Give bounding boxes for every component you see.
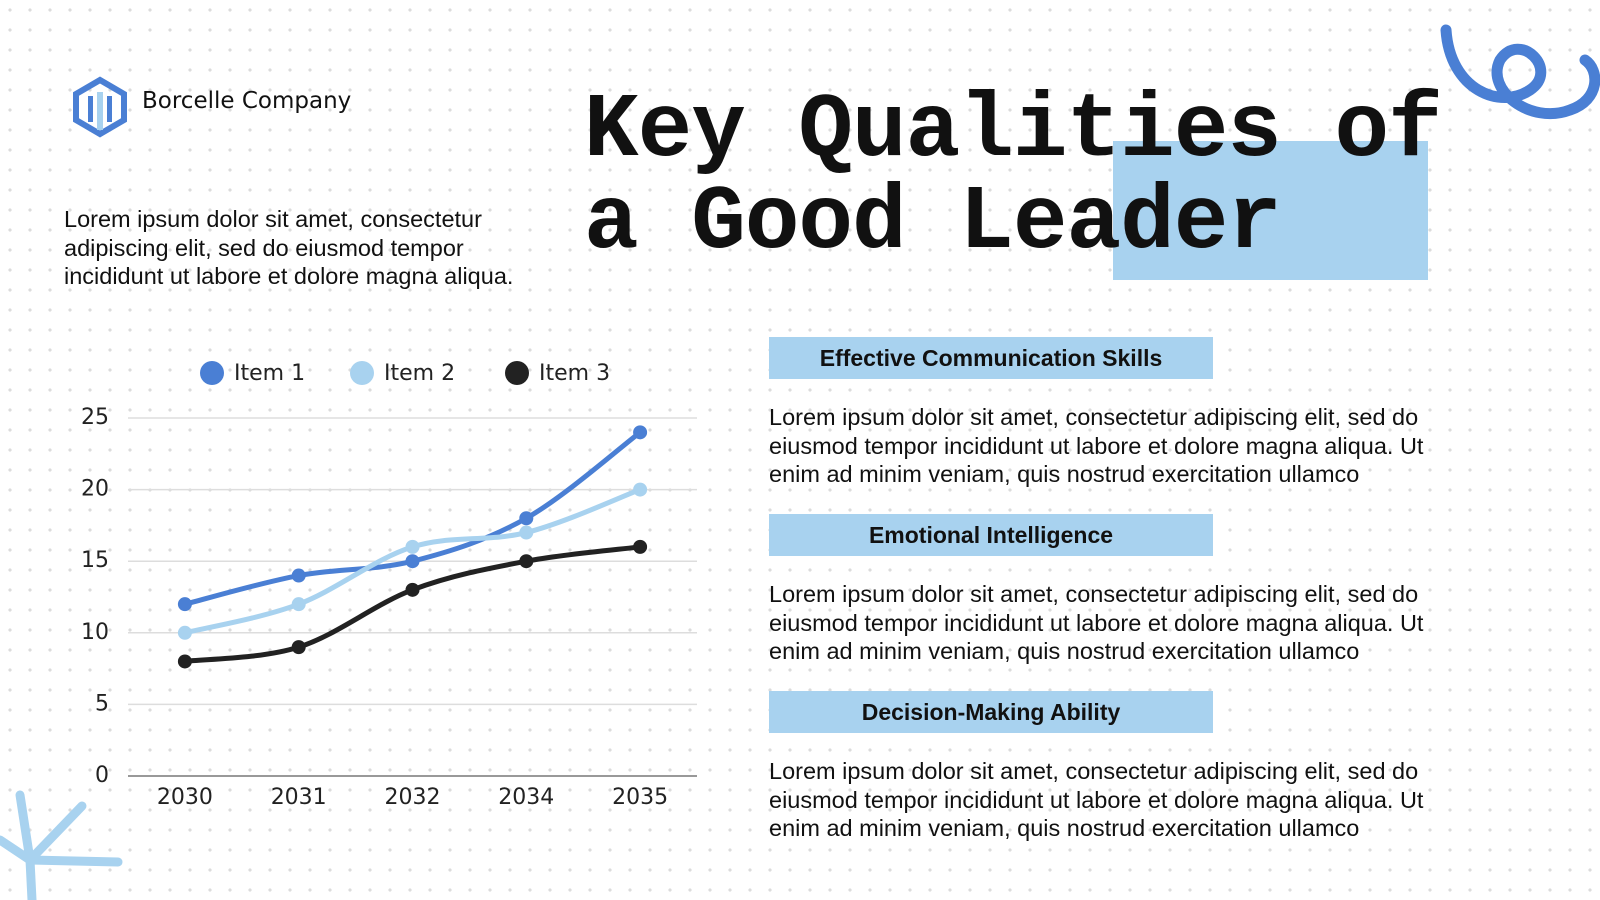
x-tick-label: 2031 bbox=[271, 785, 327, 810]
x-tick-label: 2030 bbox=[157, 785, 213, 810]
data-point bbox=[177, 625, 192, 640]
data-point bbox=[291, 568, 306, 583]
quality-heading: Effective Communication Skills bbox=[769, 337, 1213, 379]
title-highlight bbox=[1113, 141, 1428, 280]
legend-marker bbox=[350, 361, 374, 385]
data-point bbox=[177, 654, 192, 669]
legend-marker bbox=[200, 361, 224, 385]
company-name: Borcelle Company bbox=[142, 88, 352, 114]
data-point bbox=[405, 582, 420, 597]
data-point bbox=[519, 525, 534, 540]
y-tick-label: 5 bbox=[95, 691, 109, 716]
logo bbox=[73, 76, 127, 138]
star-decoration bbox=[0, 790, 123, 900]
y-tick-label: 25 bbox=[81, 405, 109, 430]
quality-text: Lorem ipsum dolor sit amet, consectetur … bbox=[769, 758, 1424, 841]
quality-text: Lorem ipsum dolor sit amet, consectetur … bbox=[769, 404, 1424, 487]
x-tick-label: 2034 bbox=[498, 785, 554, 810]
legend-label: Item 1 bbox=[234, 361, 305, 386]
data-point bbox=[177, 597, 192, 612]
x-tick-label: 2032 bbox=[385, 785, 441, 810]
data-point bbox=[519, 511, 534, 526]
swirl-decoration bbox=[1440, 24, 1600, 120]
data-point bbox=[633, 482, 648, 497]
data-point bbox=[405, 554, 420, 569]
legend-label: Item 3 bbox=[539, 361, 610, 386]
data-point bbox=[633, 425, 648, 440]
data-point bbox=[519, 554, 534, 569]
y-tick-label: 0 bbox=[95, 763, 109, 788]
data-point bbox=[633, 539, 648, 554]
quality-text: Lorem ipsum dolor sit amet, consectetur … bbox=[769, 581, 1424, 664]
data-point bbox=[291, 597, 306, 612]
y-tick-label: 20 bbox=[81, 477, 109, 502]
title: Key Qualities of a Good Leader bbox=[584, 80, 1443, 275]
y-tick-label: 15 bbox=[81, 548, 109, 573]
line-chart: 0 5 10 15 20 25 2030 2031 2032 2034 2035 Item 1 Item… bbox=[81, 361, 697, 810]
title-line: Key Qualities of bbox=[584, 80, 1443, 183]
intro-text: Lorem ipsum dolor sit amet, consectetur … bbox=[64, 206, 514, 289]
quality-heading: Emotional Intelligence bbox=[769, 514, 1213, 556]
y-tick-label: 10 bbox=[81, 620, 109, 645]
data-point bbox=[405, 539, 420, 554]
data-point bbox=[291, 640, 306, 655]
legend-label: Item 2 bbox=[384, 361, 455, 386]
quality-heading: Decision-Making Ability bbox=[769, 691, 1213, 733]
title-line: a Good Leader bbox=[584, 172, 1282, 275]
legend-marker bbox=[505, 361, 529, 385]
x-tick-label: 2035 bbox=[612, 785, 668, 810]
